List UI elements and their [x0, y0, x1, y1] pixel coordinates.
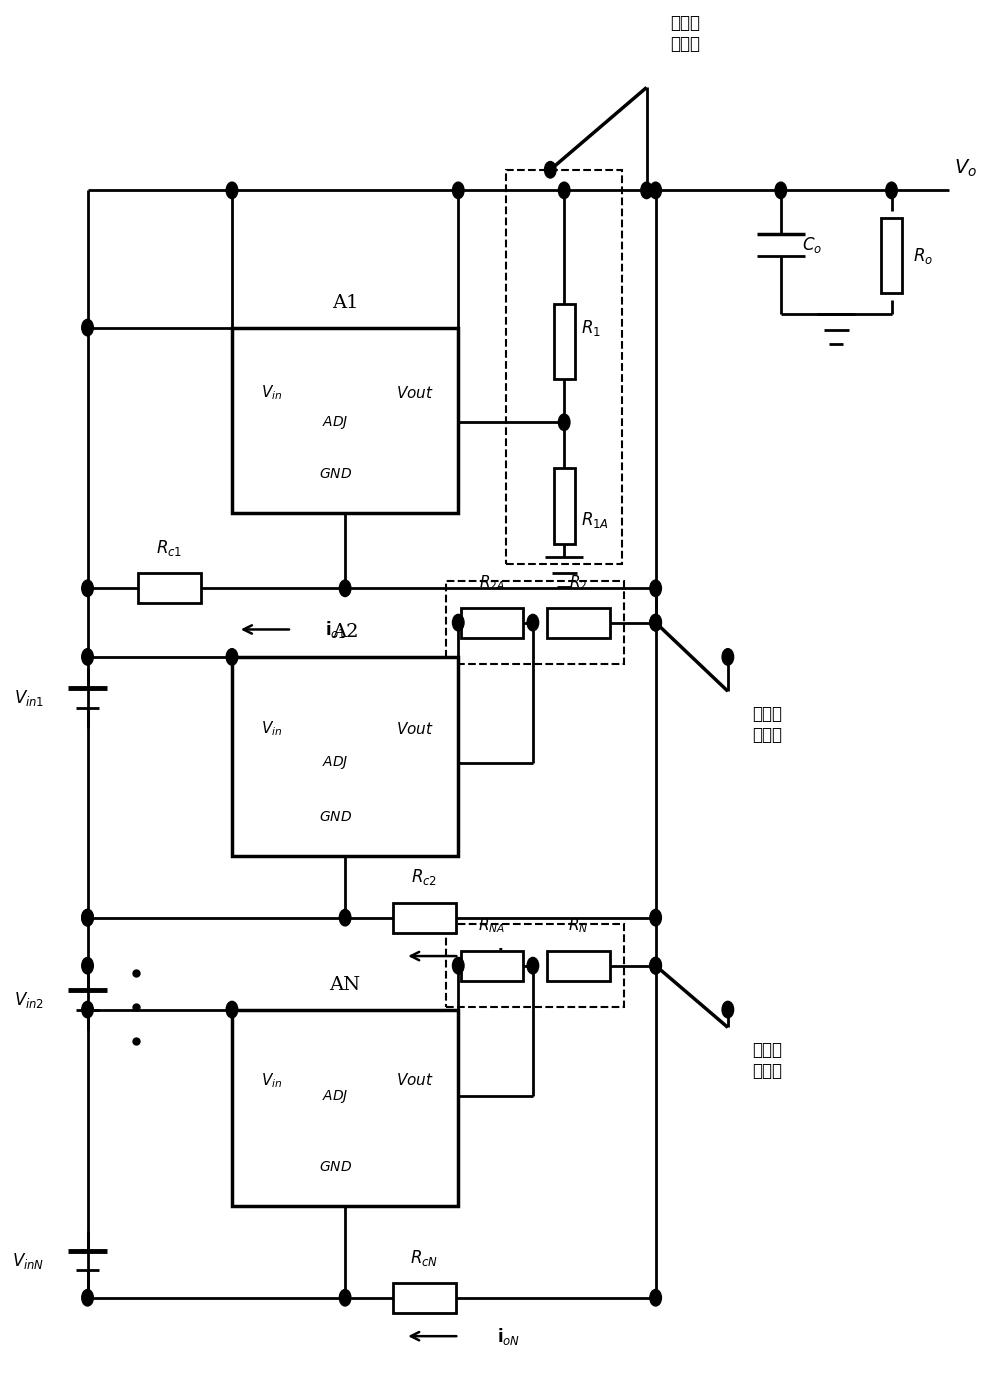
Text: $R_{cN}$: $R_{cN}$ — [411, 1247, 439, 1268]
Text: $R_1$: $R_1$ — [581, 317, 601, 337]
Bar — [460, 951, 524, 981]
Text: $V_{in}$: $V_{in}$ — [260, 383, 282, 403]
Text: $R_{c1}$: $R_{c1}$ — [156, 538, 182, 558]
Circle shape — [886, 182, 897, 199]
Circle shape — [82, 910, 93, 925]
Circle shape — [649, 958, 661, 974]
Circle shape — [641, 182, 652, 199]
Bar — [553, 468, 575, 544]
Circle shape — [649, 580, 661, 597]
Circle shape — [722, 1001, 734, 1018]
Text: 输出均
流调整: 输出均 流调整 — [752, 705, 782, 744]
Text: $\mathbf{i}_{o2}$: $\mathbf{i}_{o2}$ — [497, 945, 518, 966]
Text: $R_{2A}$: $R_{2A}$ — [479, 573, 505, 593]
Circle shape — [82, 580, 93, 597]
Text: $R_{NA}$: $R_{NA}$ — [478, 917, 506, 935]
Bar — [507, 169, 622, 563]
Bar — [547, 608, 610, 637]
Circle shape — [82, 1001, 93, 1018]
Circle shape — [649, 614, 661, 630]
Circle shape — [340, 1289, 350, 1306]
Circle shape — [544, 162, 556, 178]
Bar — [547, 951, 610, 981]
Circle shape — [649, 910, 661, 925]
Circle shape — [226, 1001, 238, 1018]
Circle shape — [649, 182, 661, 199]
Circle shape — [722, 649, 734, 665]
Bar — [881, 218, 902, 294]
Text: $V_{in2}$: $V_{in2}$ — [14, 990, 45, 1009]
Text: $V_{inN}$: $V_{inN}$ — [12, 1251, 45, 1271]
Text: $V_{in1}$: $V_{in1}$ — [14, 688, 45, 707]
Text: $\mathbf{i}_{o1}$: $\mathbf{i}_{o1}$ — [325, 619, 346, 640]
Text: $Vout$: $Vout$ — [396, 1072, 435, 1088]
Text: $Vout$: $Vout$ — [396, 384, 435, 401]
Circle shape — [558, 182, 570, 199]
Text: $V_{in}$: $V_{in}$ — [260, 720, 282, 738]
Circle shape — [82, 319, 93, 336]
Text: $\mathbf{i}_{oN}$: $\mathbf{i}_{oN}$ — [497, 1325, 520, 1346]
Circle shape — [226, 649, 238, 665]
Circle shape — [649, 958, 661, 974]
Text: $GND$: $GND$ — [319, 467, 352, 481]
Circle shape — [649, 614, 661, 630]
Bar — [446, 582, 625, 664]
Circle shape — [775, 182, 787, 199]
Text: $C_o$: $C_o$ — [802, 235, 822, 256]
Bar — [460, 608, 524, 637]
Circle shape — [340, 910, 350, 925]
Text: $GND$: $GND$ — [319, 811, 352, 825]
Text: $ADJ$: $ADJ$ — [322, 1088, 348, 1104]
Circle shape — [558, 414, 570, 431]
Circle shape — [82, 910, 93, 925]
Text: A2: A2 — [332, 624, 358, 642]
Bar — [446, 924, 625, 1007]
Text: A1: A1 — [332, 294, 358, 312]
Text: 输出均
流调整: 输出均 流调整 — [752, 1042, 782, 1079]
Text: $R_{1A}$: $R_{1A}$ — [581, 510, 610, 530]
Circle shape — [452, 614, 464, 630]
Text: $Vout$: $Vout$ — [396, 721, 435, 737]
Circle shape — [82, 649, 93, 665]
Circle shape — [340, 580, 350, 597]
Bar — [138, 573, 201, 604]
Bar — [553, 303, 575, 379]
Text: $R_o$: $R_o$ — [913, 246, 933, 266]
Text: $V_o$: $V_o$ — [954, 158, 977, 179]
Circle shape — [527, 958, 539, 974]
Text: 输出电
压调整: 输出电 压调整 — [670, 14, 701, 53]
Bar — [393, 1282, 455, 1313]
Text: $V_{in}$: $V_{in}$ — [260, 1071, 282, 1089]
Bar — [393, 903, 455, 932]
Text: $GND$: $GND$ — [319, 1160, 352, 1174]
Circle shape — [527, 614, 539, 630]
Text: AN: AN — [330, 976, 360, 994]
Text: $ADJ$: $ADJ$ — [322, 414, 348, 431]
Circle shape — [82, 958, 93, 974]
Text: $ADJ$: $ADJ$ — [322, 754, 348, 772]
Bar — [232, 1009, 458, 1206]
Circle shape — [452, 958, 464, 974]
Text: $R_{c2}$: $R_{c2}$ — [412, 867, 438, 888]
Circle shape — [82, 1289, 93, 1306]
Bar — [232, 327, 458, 513]
Text: $R_N$: $R_N$ — [568, 917, 589, 935]
Bar — [232, 657, 458, 856]
Circle shape — [649, 1289, 661, 1306]
Circle shape — [452, 182, 464, 199]
Text: $R_2$: $R_2$ — [569, 573, 588, 593]
Circle shape — [226, 182, 238, 199]
